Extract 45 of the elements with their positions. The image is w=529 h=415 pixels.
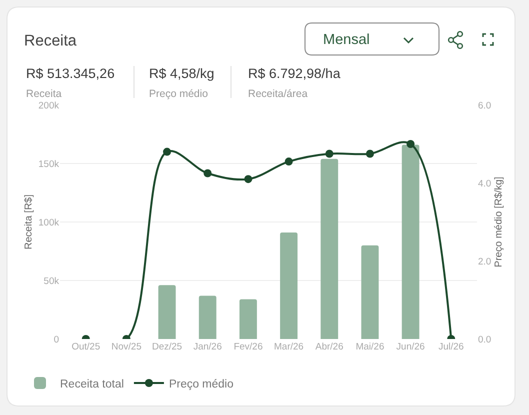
bar	[158, 285, 176, 339]
x-tick-label: Abr/26	[315, 342, 344, 352]
x-tick-label: Jun/26	[396, 342, 425, 352]
y2-tick-label: 4.0	[478, 178, 492, 190]
point	[204, 169, 212, 178]
y-tick-label: 150k	[38, 158, 60, 170]
y-axis-title: Receita [R$]	[23, 194, 34, 250]
bar	[280, 232, 298, 339]
x-tick-label: Nov/25	[111, 342, 142, 352]
bar	[402, 144, 420, 339]
x-tick-label: Out/25	[72, 342, 100, 352]
point	[244, 175, 252, 184]
x-tick-label: Mai/26	[356, 342, 384, 352]
y-tick-label: 0	[54, 334, 59, 346]
x-tick-label: Mar/26	[274, 342, 304, 352]
text: Receita/área	[248, 88, 308, 100]
legend-label: Preço médio	[168, 378, 234, 390]
text: Mensal	[323, 32, 370, 48]
text: Preço médio	[149, 88, 208, 100]
point	[284, 158, 293, 166]
y2-tick-label: 0.0	[478, 334, 492, 346]
x-tick-label: Jan/26	[193, 342, 222, 352]
y-tick-label: 50k	[44, 276, 60, 287]
point	[163, 148, 172, 156]
x-tick-label: Fev/26	[234, 342, 263, 352]
point	[406, 140, 415, 148]
bar	[239, 299, 257, 339]
x-tick-label: Dez/25	[152, 342, 182, 352]
chart-title: Receita	[24, 32, 77, 50]
bar	[320, 158, 338, 339]
bar	[198, 296, 216, 339]
y2-axis-title: Preço médio [R$/kg]	[494, 176, 505, 268]
text: R$ 4,58/kg	[149, 66, 214, 81]
text: Receita	[26, 88, 62, 100]
x-tick-label: Jul/26	[438, 342, 464, 352]
text: R$ 6.792,98/ha	[248, 66, 341, 81]
point	[325, 150, 334, 158]
y2-tick-label: 2.0	[478, 256, 492, 268]
bar	[361, 245, 379, 339]
y-tick-label: 100k	[38, 217, 60, 228]
y-tick-label: 200k	[38, 100, 60, 112]
point	[366, 150, 374, 158]
y2-tick-label: 6.0	[478, 100, 492, 112]
legend-label: Receita total	[60, 378, 124, 390]
text: R$ 513.345,26	[26, 66, 115, 81]
